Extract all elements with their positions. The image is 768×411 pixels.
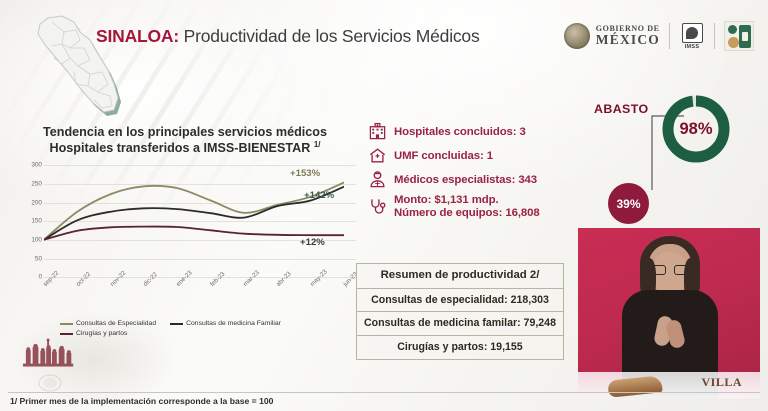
summary-row-especialidad: Consultas de especialidad: 218,303: [356, 288, 564, 313]
y-tick: 200: [31, 199, 42, 207]
monument-watermark: [22, 338, 74, 367]
series-line: [44, 226, 344, 242]
stat-label-umf: UMF concluidas: 1: [394, 149, 493, 162]
gridline: [44, 277, 356, 279]
legend-label-especialidad: Consultas de Especialidad: [76, 320, 157, 327]
footnote: 1/ Primer mes de la implementación corre…: [10, 396, 274, 406]
hospital-icon: [369, 122, 386, 140]
page-title-rest: Productividad de los Servicios Médicos: [178, 26, 480, 46]
villa-caption: VILLA: [701, 375, 742, 389]
gridline: [44, 184, 356, 186]
chart-title: Tendencia en los principales servicios m…: [14, 124, 356, 156]
chart-series-lines: [44, 182, 344, 242]
video-footer-bar: VILLA: [578, 372, 760, 398]
page-title: SINALOA: Productividad de los Servicios …: [96, 26, 480, 47]
summary-row-medicina-familiar: Consultas de medicina familar: 79,248: [356, 312, 564, 337]
stat-row-hospitales: Hospitales concluidos: 3: [368, 122, 608, 141]
stethoscope-icon: [371, 199, 386, 214]
legend-swatch-familiar: [170, 322, 184, 325]
y-tick: 250: [31, 180, 42, 188]
abasto-bubble-value: 39%: [616, 196, 641, 211]
page-title-state: SINALOA:: [96, 26, 179, 46]
series-label-familiar: +142%: [304, 190, 335, 202]
gobierno-de-mexico-logo: GOBIERNO DE MÉXICO: [563, 23, 660, 49]
legend-label-cirugias: Cirugías y partos: [76, 330, 128, 337]
stats-list: Hospitales concluidos: 3 UMF concluidas:…: [368, 122, 608, 224]
stat-row-medicos: Médicos especialistas: 343: [368, 170, 608, 189]
stat-label-medicos: Médicos especialistas: 343: [394, 173, 538, 186]
chart-legend: Consultas de Especialidad Consultas de m…: [60, 320, 360, 340]
interpreter-glasses: [652, 265, 688, 275]
stat-label-monto: Monto: $1,131 mdp.: [394, 194, 499, 206]
imss-logo: IMSS: [679, 22, 705, 50]
footer-divider: [8, 392, 760, 393]
abasto-bubble: 39%: [608, 183, 649, 224]
legend-label-familiar: Consultas de medicina Familiar: [186, 320, 281, 327]
stat-label-hospitales: Hospitales concluidos: 3: [394, 125, 526, 138]
legend-item-especialidad: Consultas de Especialidad: [60, 320, 156, 327]
chart-y-axis: 300 250 200 150 100 50 0: [14, 161, 44, 281]
abasto-donut-value: 98%: [679, 119, 713, 138]
gob-line1: GOBIERNO DE: [595, 24, 660, 34]
legend-swatch-cirugias: [60, 332, 73, 335]
seal-watermark: [38, 374, 62, 392]
imss-eagle-icon: [681, 22, 703, 43]
chart-title-line1: Tendencia en los principales servicios m…: [43, 125, 327, 139]
legend-item-familiar: Consultas de medicina Familiar: [170, 320, 281, 327]
logo-divider-2: [714, 23, 715, 49]
gob-line2: MÉXICO: [595, 32, 660, 48]
legend-swatch-especialidad: [60, 322, 73, 325]
stat-row-monto: Monto: $1,131 mdp. Número de equipos: 16…: [368, 194, 608, 219]
gridline: [44, 221, 356, 223]
gridline: [44, 202, 356, 204]
chart-gridlines: [44, 165, 356, 279]
y-tick: 50: [34, 255, 42, 263]
logo-group: GOBIERNO DE MÉXICO IMSS: [563, 16, 754, 56]
series-label-especialidad: +153%: [290, 168, 321, 180]
series-line: [44, 186, 344, 242]
house-icon: [369, 148, 386, 163]
stat-label-equipos: Número de equipos: 16,808: [394, 207, 540, 219]
trend-chart-panel: Tendencia en los principales servicios m…: [14, 124, 359, 354]
y-tick: 300: [31, 161, 42, 169]
series-line: [44, 182, 344, 242]
gridline: [44, 258, 356, 260]
interpreter-hair-right: [684, 258, 700, 300]
y-tick: 0: [38, 273, 42, 281]
y-tick: 100: [31, 236, 42, 244]
chart-plot-area: 300 250 200 150 100 50 0 +153% +142% +12% sep-…: [14, 161, 359, 293]
doctor-icon: [370, 171, 385, 188]
productivity-summary-table: Resumen de productividad 2/ Consultas de…: [356, 263, 564, 360]
chart-x-axis: sep-22 oct-22 nov-22 dic-22 ene-23 feb-23 mar-…: [42, 269, 359, 315]
sinaloa-map: [16, 12, 128, 124]
sign-language-interpreter-video[interactable]: VILLA: [578, 228, 760, 398]
y-tick: 150: [31, 217, 42, 225]
summary-heading: Resumen de productividad 2/: [356, 263, 564, 289]
gridline: [44, 240, 356, 242]
anniversary-logo: [724, 21, 754, 51]
abasto-donut-chart: 98%: [660, 93, 732, 165]
series-label-cirugias: +12%: [300, 237, 325, 249]
interpreter-face: [652, 252, 688, 294]
legend-item-cirugias: Cirugías y partos: [60, 330, 127, 337]
imss-wordmark: IMSS: [684, 43, 700, 50]
chart-title-footnote-ref: 1/: [313, 140, 321, 150]
eagle-seal-icon: [563, 23, 590, 49]
stat-row-umf: UMF concluidas: 1: [368, 146, 608, 165]
summary-row-cirugias: Cirugías y partos: 19,155: [356, 336, 564, 360]
abasto-label: ABASTO: [594, 102, 649, 116]
huarache-icon: [607, 375, 663, 398]
gridline: [44, 165, 356, 167]
logo-divider: [669, 23, 670, 49]
chart-title-line2: Hospitales transferidos a IMSS-BIENESTAR: [49, 141, 311, 156]
